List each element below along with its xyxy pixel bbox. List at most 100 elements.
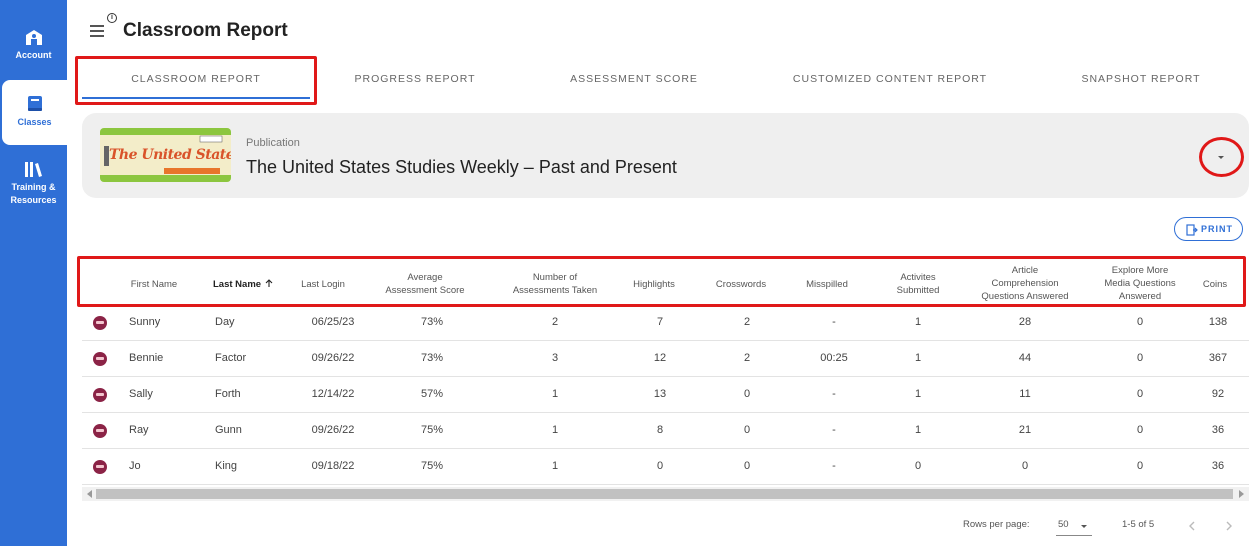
header-line: Assessments Taken (512, 285, 598, 296)
publication-cover: The United States (100, 128, 231, 182)
header-line: Media Questions (1104, 278, 1176, 289)
table-row[interactable]: Sally Forth 12/14/22 57% 1 13 0 - 1 11 0… (82, 377, 1249, 413)
cell-activities: 1 (914, 424, 922, 436)
cell-highlights: 0 (656, 460, 664, 472)
cell-activities: 1 (914, 316, 922, 328)
sidebar-item-training[interactable]: Training & Resources (0, 160, 67, 207)
cell-assessments-taken: 1 (551, 460, 559, 472)
cell-misspilled: - (832, 424, 836, 436)
cell-last-name: Forth (215, 388, 241, 400)
cell-explore-questions: 0 (1136, 352, 1144, 364)
horizontal-scrollbar[interactable] (82, 487, 1249, 501)
print-label: PRINT (1201, 224, 1233, 234)
cell-last-login: 06/25/23 (311, 316, 355, 328)
cell-average-score: 75% (420, 460, 444, 472)
cell-last-name: King (215, 460, 238, 472)
cell-explore-questions: 0 (1136, 460, 1144, 472)
tab-snapshot-report[interactable]: SNAPSHOT REPORT (1081, 73, 1201, 85)
cell-misspilled: - (832, 388, 836, 400)
rows-per-page-select[interactable]: 50 (1056, 514, 1092, 536)
cell-explore-questions: 0 (1136, 388, 1144, 400)
cell-last-login: 09/26/22 (311, 424, 355, 436)
header-last-name[interactable]: Last Name (213, 278, 274, 291)
cell-activities: 0 (914, 460, 922, 472)
rows-per-page-value: 50 (1058, 519, 1069, 530)
cell-last-login: 12/14/22 (311, 388, 355, 400)
cell-coins: 36 (1211, 460, 1225, 472)
cell-article-questions: 28 (1018, 316, 1032, 328)
cell-last-name: Gunn (215, 424, 242, 436)
scrollbar-thumb[interactable] (96, 489, 1233, 499)
sidebar-item-label: Classes (17, 117, 52, 127)
cell-last-name: Day (215, 316, 235, 328)
header-average-assessment-score[interactable]: Average Assessment Score (370, 271, 480, 297)
chevron-left-icon[interactable] (1187, 520, 1197, 532)
header-article-comprehension[interactable]: Article Comprehension Questions Answered (960, 264, 1090, 303)
sort-ascending-icon (265, 279, 273, 287)
print-button[interactable]: PRINT (1174, 217, 1243, 241)
tab-progress-report[interactable]: PROGRESS REPORT (354, 73, 476, 85)
header-number-of-assessments[interactable]: Number of Assessments Taken (495, 271, 615, 297)
scroll-right-icon[interactable] (1239, 490, 1244, 498)
avatar (93, 424, 107, 438)
cell-coins: 138 (1208, 316, 1228, 328)
cell-assessments-taken: 2 (551, 316, 559, 328)
cell-coins: 367 (1208, 352, 1228, 364)
menu-icon[interactable] (90, 25, 104, 37)
header-line: Assessment Score (385, 285, 465, 296)
table-row[interactable]: Ray Gunn 09/26/22 75% 1 8 0 - 1 21 0 36 (82, 413, 1249, 449)
sidebar: Account Classes Training & Resources (0, 0, 67, 546)
cell-explore-questions: 0 (1136, 424, 1144, 436)
sidebar-item-account[interactable]: Account (0, 28, 67, 62)
cell-highlights: 8 (656, 424, 664, 436)
info-icon[interactable]: i (107, 13, 117, 23)
table-row[interactable]: Sunny Day 06/25/23 73% 2 7 2 - 1 28 0 13… (82, 305, 1249, 341)
tab-customized-content-report[interactable]: CUSTOMIZED CONTENT REPORT (792, 73, 988, 85)
publication-title: The United States Studies Weekly – Past … (246, 157, 677, 177)
header-line: Average (407, 272, 443, 283)
header-last-name-label: Last Name (213, 279, 262, 290)
chevron-right-icon[interactable] (1224, 520, 1234, 532)
cell-crosswords: 0 (743, 424, 751, 436)
header-line: Answered (1118, 291, 1162, 302)
chevron-down-icon (1081, 525, 1087, 528)
cell-highlights: 7 (656, 316, 664, 328)
cell-crosswords: 0 (743, 460, 751, 472)
sidebar-item-classes[interactable]: Classes (2, 80, 67, 145)
header-misspilled[interactable]: Misspilled (806, 279, 848, 290)
header-line: Comprehension (991, 278, 1059, 289)
avatar (93, 316, 107, 330)
header-line: Explore More (1111, 265, 1169, 276)
cell-misspilled: - (832, 460, 836, 472)
publication-label: Publication (246, 137, 300, 149)
header-line: Article (1011, 265, 1039, 276)
header-last-login[interactable]: Last Login (301, 279, 345, 290)
publication-selector[interactable] (82, 113, 1249, 198)
cell-assessments-taken: 1 (551, 424, 559, 436)
scroll-left-icon[interactable] (87, 490, 92, 498)
cell-assessments-taken: 3 (551, 352, 559, 364)
cell-crosswords: 0 (743, 388, 751, 400)
cell-article-questions: 11 (1019, 388, 1031, 400)
account-icon (25, 30, 42, 45)
header-activities-submitted[interactable]: Activites Submitted (878, 271, 958, 297)
header-first-name[interactable]: First Name (130, 279, 178, 290)
tab-assessment-score[interactable]: ASSESSMENT SCORE (570, 73, 698, 85)
cell-last-login: 09/26/22 (311, 352, 355, 364)
cell-first-name: Ray (129, 424, 149, 436)
cell-first-name: Sally (129, 388, 153, 400)
table-row[interactable]: Jo King 09/18/22 75% 1 0 0 - 0 0 0 36 (82, 449, 1249, 485)
cell-last-name: Factor (215, 352, 247, 364)
sidebar-item-label: Training & Resources (10, 182, 57, 205)
avatar (93, 352, 107, 366)
library-icon (24, 162, 42, 177)
tab-classroom-report[interactable]: CLASSROOM REPORT (131, 73, 261, 85)
cell-article-questions: 44 (1018, 352, 1032, 364)
header-explore-more-media[interactable]: Explore More Media Questions Answered (1080, 264, 1200, 303)
table-row[interactable]: Bennie Factor 09/26/22 73% 3 12 2 00:25 … (82, 341, 1249, 377)
header-coins[interactable]: Coins (1202, 279, 1228, 290)
highlight-circle-dropdown (1199, 137, 1244, 177)
pagination-range: 1-5 of 5 (1122, 519, 1155, 530)
header-crosswords[interactable]: Crosswords (715, 279, 767, 290)
header-highlights[interactable]: Highlights (633, 279, 675, 290)
